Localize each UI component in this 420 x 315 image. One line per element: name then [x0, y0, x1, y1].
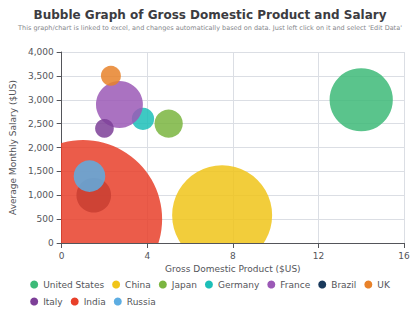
svg-text:2,500: 2,500 — [28, 119, 54, 129]
svg-text:Italy: Italy — [43, 297, 63, 307]
svg-text:Average Monthly Salary ($US): Average Monthly Salary ($US) — [8, 80, 18, 215]
svg-text:1,000: 1,000 — [28, 190, 54, 200]
svg-text:12: 12 — [313, 251, 324, 261]
svg-text:1,500: 1,500 — [28, 166, 54, 176]
svg-text:Gross Domestic Product ($US): Gross Domestic Product ($US) — [165, 264, 301, 274]
svg-text:This graph/chart is linked to: This graph/chart is linked to excel, and… — [17, 24, 402, 32]
svg-text:Japan: Japan — [171, 280, 197, 290]
svg-text:France: France — [280, 280, 310, 290]
svg-text:4,000: 4,000 — [28, 47, 54, 57]
svg-text:3,500: 3,500 — [28, 71, 54, 81]
svg-text:India: India — [84, 297, 106, 307]
svg-text:3,000: 3,000 — [28, 95, 54, 105]
svg-text:0: 0 — [48, 238, 54, 248]
svg-text:Brazil: Brazil — [331, 280, 356, 290]
svg-text:16: 16 — [398, 251, 410, 261]
svg-text:Germany: Germany — [218, 280, 260, 290]
svg-text:UK: UK — [377, 280, 391, 290]
svg-text:2,000: 2,000 — [28, 143, 54, 153]
svg-text:0: 0 — [59, 251, 65, 261]
svg-text:500: 500 — [36, 214, 53, 224]
svg-text:Russia: Russia — [127, 297, 156, 307]
svg-text:Bubble Graph of Gross Domestic: Bubble Graph of Gross Domestic Product a… — [34, 8, 387, 22]
svg-text:8: 8 — [230, 251, 236, 261]
svg-text:China: China — [125, 280, 151, 290]
svg-text:4: 4 — [144, 251, 150, 261]
svg-text:United States: United States — [43, 280, 104, 290]
